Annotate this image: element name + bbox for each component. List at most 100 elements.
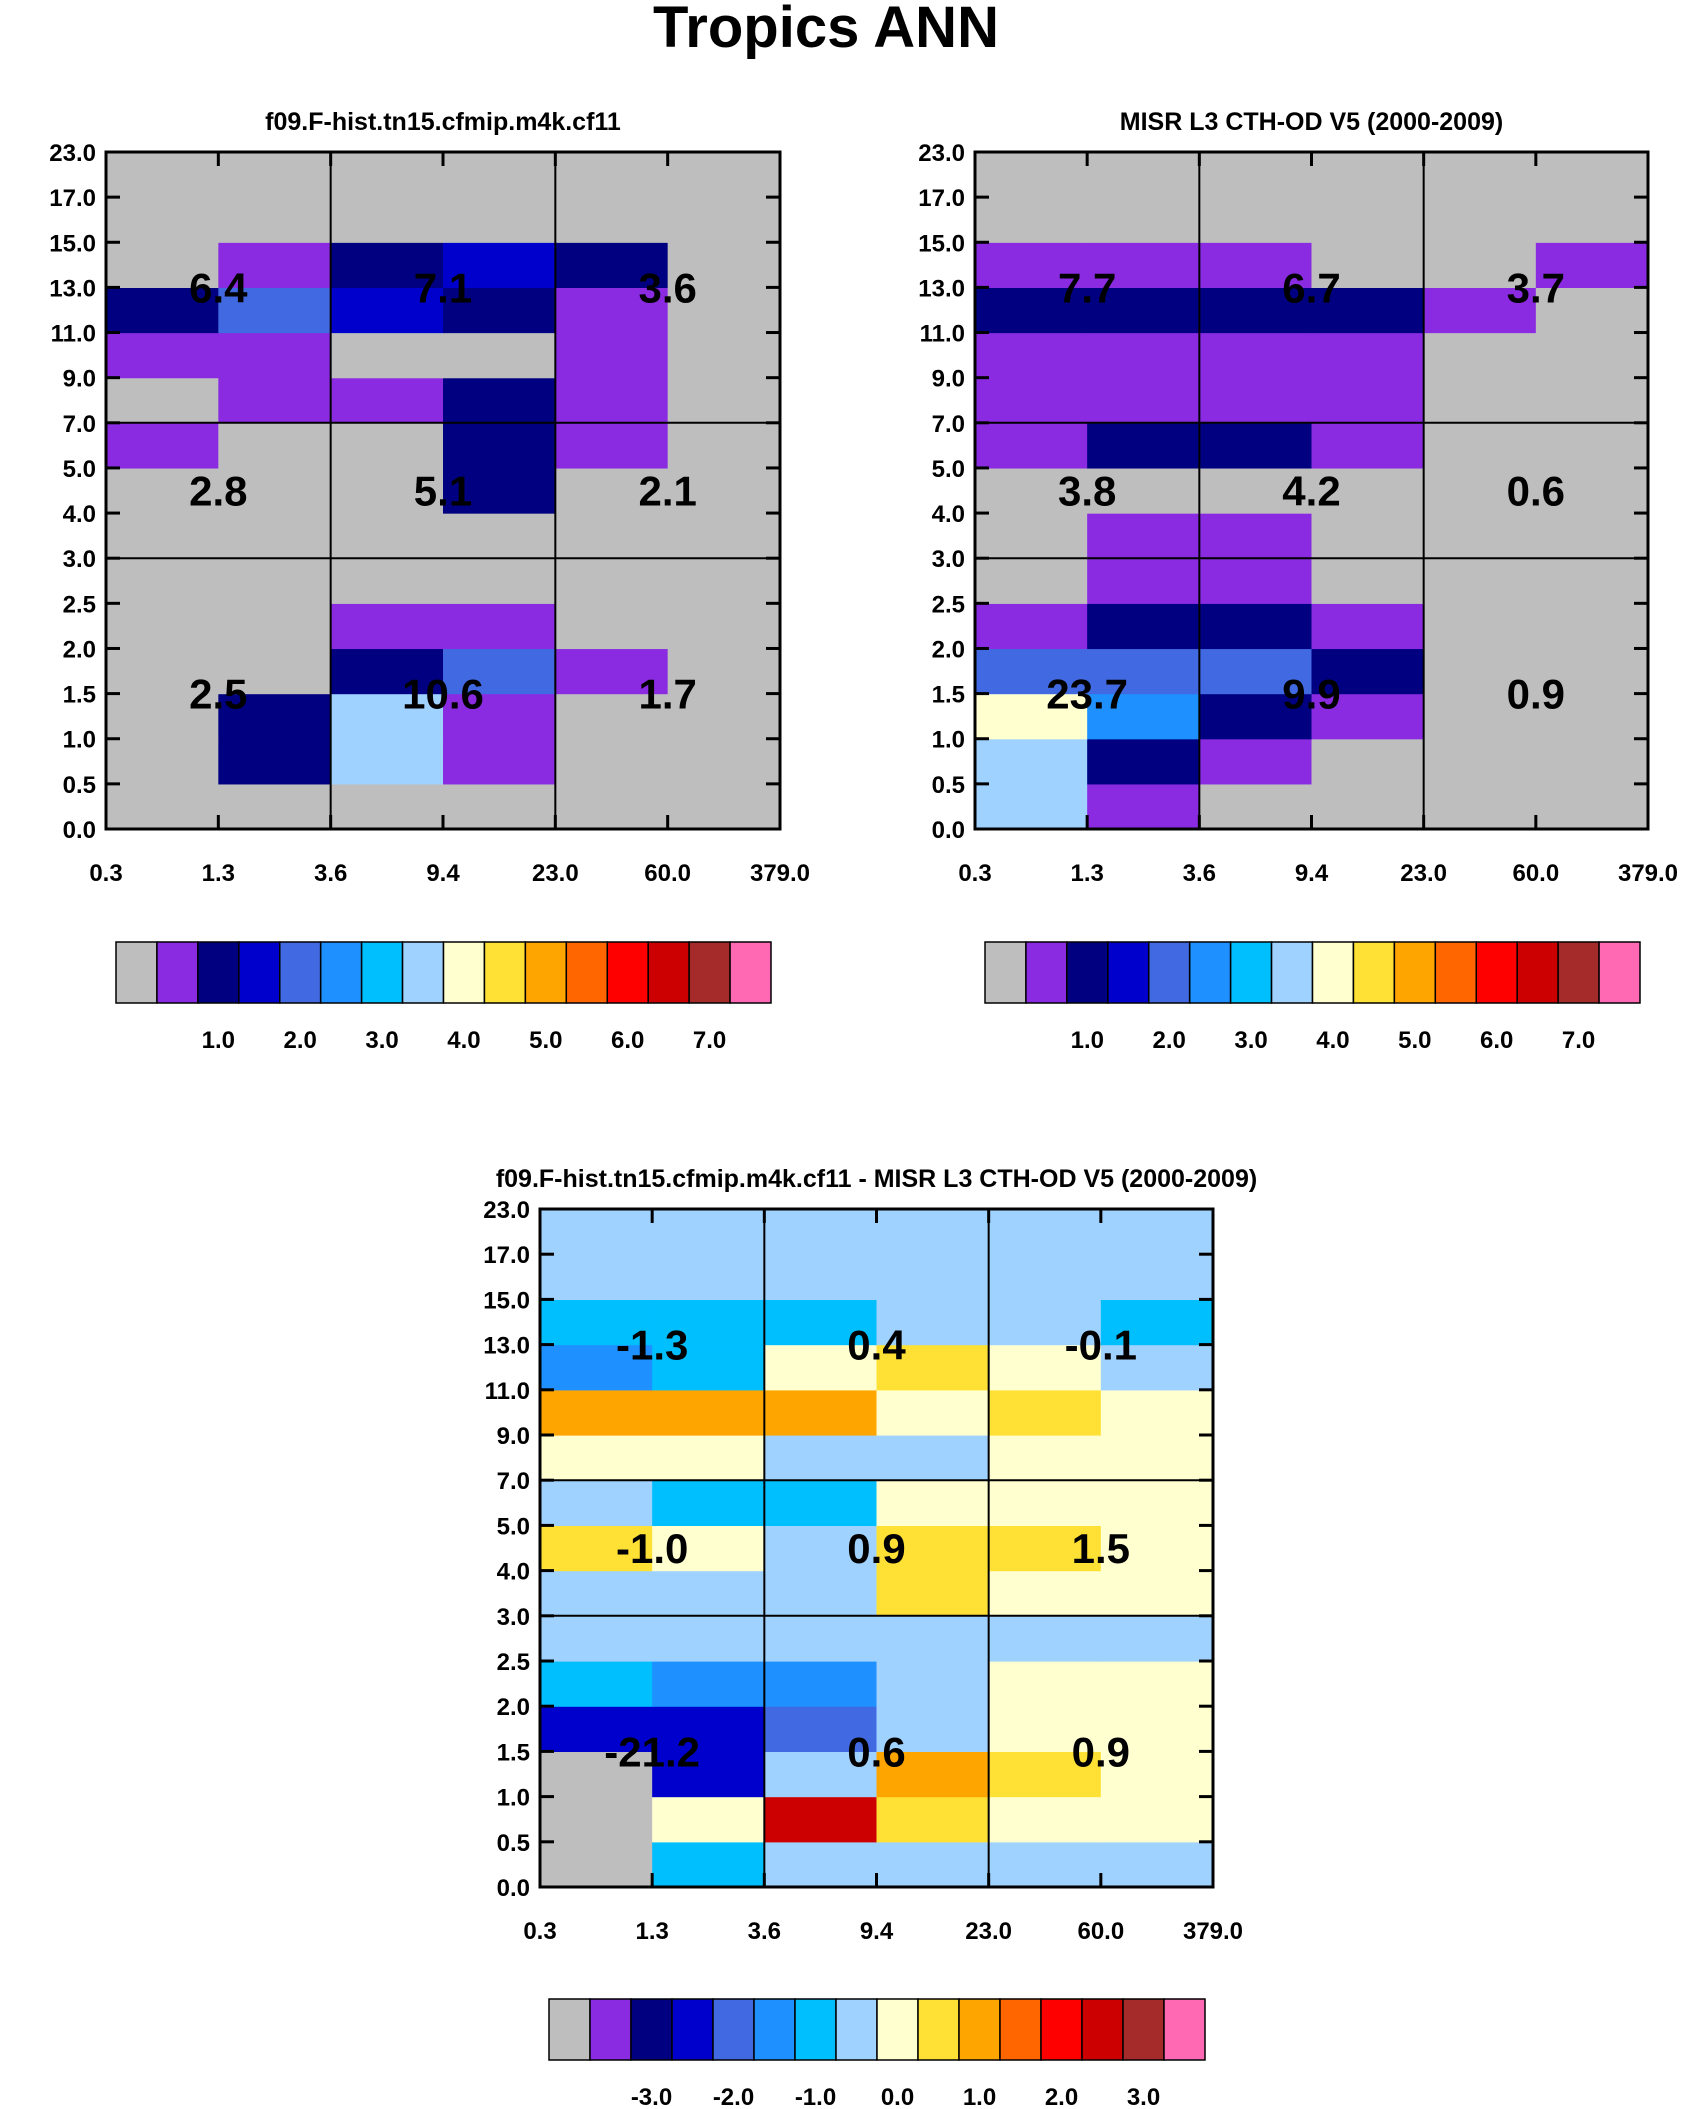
heatmap-cell — [106, 422, 219, 469]
heatmap-cell — [988, 1209, 1102, 1255]
colorbar-label: 5.0 — [529, 1027, 562, 1054]
heatmap-cell — [218, 197, 332, 243]
x-tick-label: 379.0 — [1183, 1918, 1243, 1945]
colorbar-swatch — [1475, 941, 1518, 1004]
heatmap-cell — [1100, 1389, 1214, 1436]
heatmap-cell — [1100, 1706, 1214, 1752]
colorbar-label: 2.0 — [1045, 2084, 1078, 2109]
y-tick-label: 2.0 — [497, 1694, 530, 1721]
heatmap-cell — [667, 693, 781, 740]
y-tick-label: 11.0 — [51, 321, 96, 348]
y-tick-label: 0.0 — [932, 817, 965, 844]
heatmap-cell — [218, 603, 332, 650]
heatmap-cell — [876, 1796, 990, 1843]
heatmap-cell — [1100, 1796, 1214, 1843]
y-tick-label: 7.0 — [932, 411, 965, 438]
heatmap-cell — [218, 467, 332, 514]
heatmap-cell — [540, 1661, 653, 1707]
panel-title: f09.F-hist.tn15.cfmip.m4k.cf11 - MISR L3… — [496, 1165, 1257, 1193]
heatmap-cell — [1100, 1344, 1214, 1391]
y-tick-label: 15.0 — [918, 230, 965, 257]
heatmap-cell — [1100, 1525, 1214, 1572]
colorbar-swatch — [548, 1998, 591, 2061]
heatmap-cell — [540, 1751, 653, 1798]
heatmap-cell — [443, 648, 556, 695]
colorbar-swatch — [1229, 941, 1273, 1004]
colorbar-swatch — [1066, 941, 1109, 1004]
x-tick-label: 60.0 — [1512, 860, 1559, 887]
heatmap-cell — [975, 738, 1088, 785]
heatmap-cell — [330, 783, 444, 830]
heatmap-cell — [555, 603, 669, 650]
heatmap-cell — [1199, 332, 1313, 379]
heatmap-cell — [1199, 287, 1313, 334]
colorbar-label: 0.0 — [881, 2084, 914, 2109]
heatmap-cell — [218, 422, 332, 469]
heatmap-cell — [106, 242, 219, 288]
colorbar-label: 6.0 — [611, 1027, 644, 1054]
heatmap-cell — [667, 513, 781, 559]
box-value-label: -1.3 — [616, 1322, 688, 1369]
heatmap-cell — [1087, 197, 1200, 243]
x-tick-label: 60.0 — [644, 860, 691, 887]
heatmap-cell — [540, 1525, 653, 1572]
colorbar-swatch — [1516, 941, 1559, 1004]
heatmap-cell — [1199, 467, 1313, 514]
heatmap-cell — [667, 558, 781, 604]
heatmap-cell — [330, 332, 444, 379]
y-tick-label: 1.0 — [932, 727, 965, 754]
heatmap-cell — [1423, 422, 1537, 469]
colorbar-swatch — [876, 1998, 919, 2061]
heatmap-cell — [1311, 242, 1425, 288]
heatmap-cell — [975, 603, 1088, 650]
colorbar-swatch — [1107, 941, 1150, 1004]
y-tick-label: 9.0 — [63, 366, 96, 393]
heatmap-cell — [443, 693, 556, 740]
colorbar-label: 4.0 — [1316, 1027, 1349, 1054]
y-tick-label: 15.0 — [483, 1287, 530, 1314]
heatmap-cell — [555, 693, 669, 740]
heatmap-cell — [876, 1344, 990, 1391]
heatmap-cell — [443, 603, 556, 650]
heatmap-cell — [1423, 287, 1537, 334]
heatmap-cell — [555, 332, 669, 379]
heatmap-cell — [1423, 783, 1537, 830]
heatmap-cell — [106, 738, 219, 785]
heatmap-cell — [443, 287, 556, 334]
heatmap-cell — [1199, 603, 1313, 650]
heatmap-cell — [1535, 152, 1649, 198]
heatmap-cell — [1100, 1615, 1214, 1662]
heatmap-cell — [1087, 422, 1200, 469]
heatmap-cell — [1423, 648, 1537, 695]
heatmap-cell — [764, 1615, 878, 1662]
heatmap-cell — [988, 1389, 1102, 1436]
x-tick-label: 23.0 — [965, 1918, 1012, 1945]
colorbar-swatch — [1040, 1998, 1083, 2061]
y-tick-label: 13.0 — [483, 1333, 530, 1360]
box-value-label: 7.1 — [414, 264, 472, 311]
heatmap-cell — [652, 1661, 765, 1707]
heatmap-cell — [330, 422, 444, 469]
box-value-label: 1.5 — [1072, 1525, 1130, 1572]
heatmap-cell — [876, 1299, 990, 1346]
y-tick-label: 7.0 — [497, 1468, 530, 1495]
heatmap-cell — [540, 1480, 653, 1526]
heatmap-cell — [1423, 332, 1537, 379]
x-tick-label: 1.3 — [635, 1918, 668, 1945]
heatmap-cell — [106, 197, 219, 243]
heatmap-cell — [443, 152, 556, 198]
colorbar-swatch — [753, 1998, 796, 2061]
x-tick-label: 9.4 — [1295, 860, 1329, 887]
colorbar-swatch — [647, 941, 690, 1004]
heatmap-cell — [652, 1254, 765, 1300]
heatmap-cell — [876, 1841, 990, 1888]
heatmap-cell — [555, 467, 669, 514]
heatmap-cell — [667, 603, 781, 650]
colorbar-label: 5.0 — [1398, 1027, 1431, 1054]
colorbar-label: -2.0 — [713, 2084, 754, 2109]
heatmap-cell — [540, 1841, 653, 1888]
colorbar-swatch — [565, 941, 608, 1004]
heatmap-cell — [988, 1299, 1102, 1346]
heatmap-cell — [652, 1209, 765, 1255]
heatmap-cell — [876, 1480, 990, 1526]
